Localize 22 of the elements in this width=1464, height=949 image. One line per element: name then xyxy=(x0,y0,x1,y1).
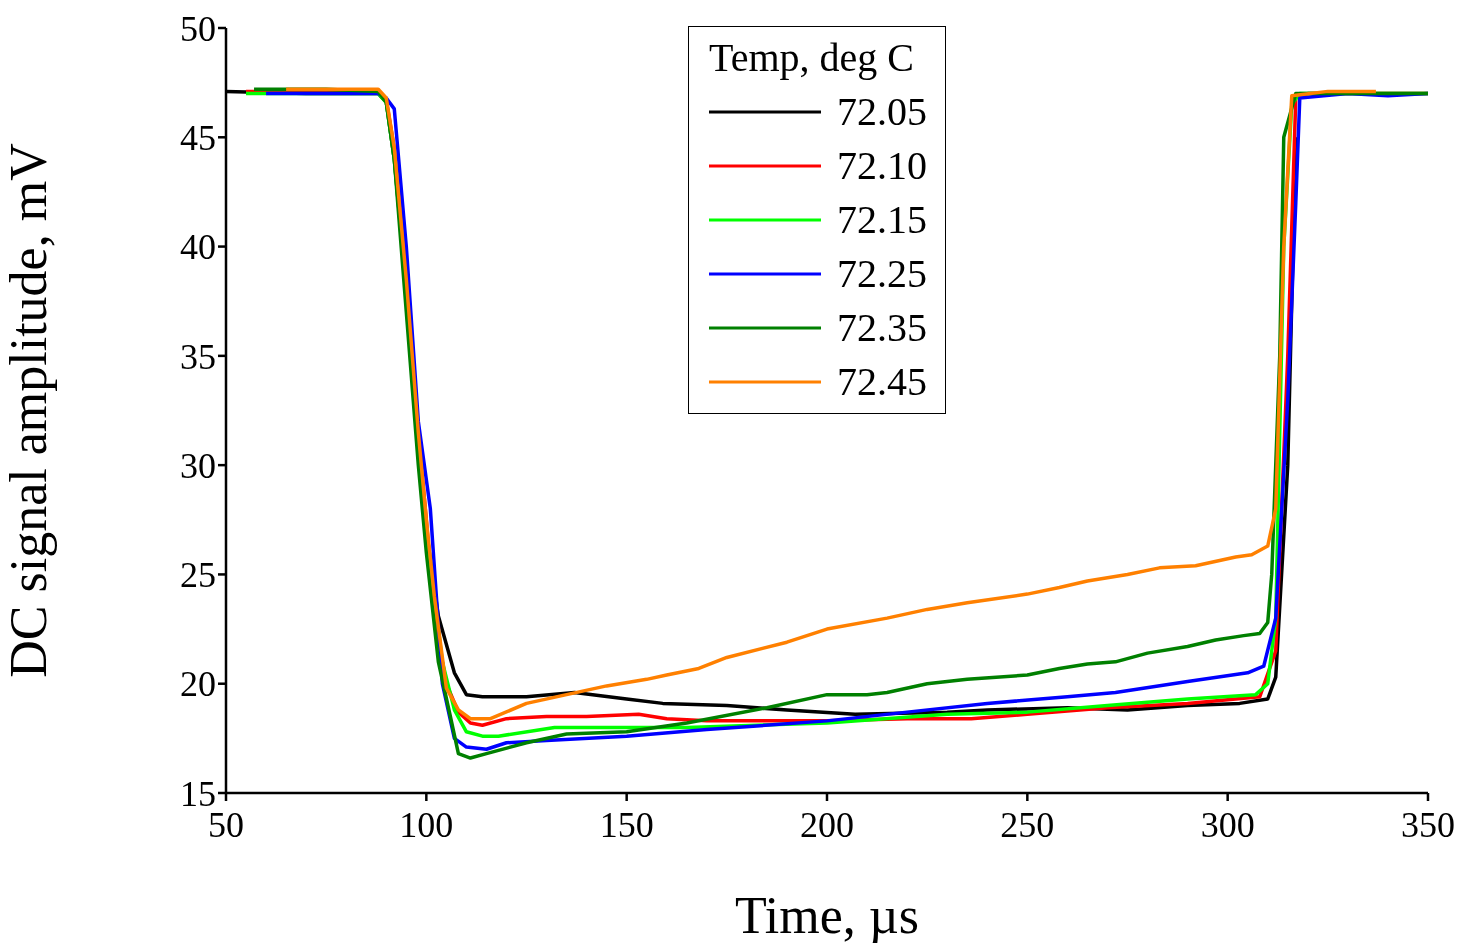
x-tick-label: 150 xyxy=(599,804,654,845)
legend-label: 72.35 xyxy=(837,304,927,352)
y-axis-title: DC signal amplitude, mV xyxy=(0,143,58,678)
y-tick-label: 35 xyxy=(180,336,216,377)
x-tick-label: 100 xyxy=(399,804,454,845)
y-tick-label: 30 xyxy=(180,445,216,486)
legend-label: 72.15 xyxy=(837,196,927,244)
x-tick-label: 250 xyxy=(1000,804,1055,845)
x-tick-label: 300 xyxy=(1200,804,1255,845)
y-tick-label: 15 xyxy=(180,773,216,814)
y-tick-label: 20 xyxy=(180,664,216,705)
legend-label: 72.25 xyxy=(837,250,927,298)
x-tick-label: 200 xyxy=(800,804,854,845)
y-tick-label: 40 xyxy=(180,227,216,268)
legend-label: 72.05 xyxy=(837,88,927,136)
legend-label: 72.10 xyxy=(837,142,927,190)
y-tick-label: 25 xyxy=(180,555,216,596)
legend-title: Temp, deg C xyxy=(709,34,915,82)
x-tick-label: 350 xyxy=(1401,804,1455,845)
y-tick-label: 50 xyxy=(180,8,216,49)
legend-label: 72.45 xyxy=(837,358,927,406)
y-tick-label: 45 xyxy=(180,118,216,159)
